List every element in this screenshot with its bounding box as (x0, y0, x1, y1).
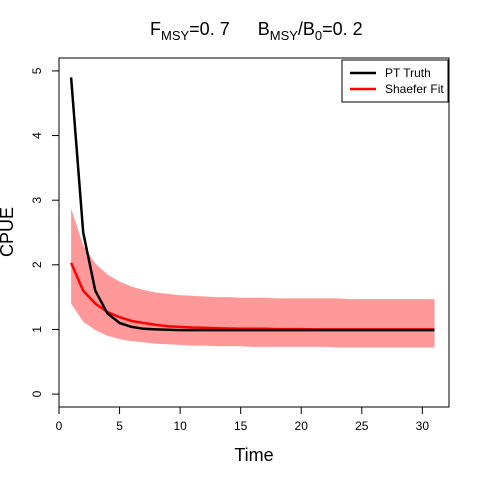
y-tick-label: 3 (30, 197, 44, 204)
confidence-band-layer (71, 208, 435, 348)
legend-label-pt-truth: PT Truth (385, 66, 431, 80)
y-tick-label: 4 (30, 132, 44, 139)
x-tick-label: 30 (416, 419, 430, 433)
confidence-band-shaefer-fit (71, 208, 435, 348)
chart-title-text: FMSY=0. 7 BMSY/B0=0. 2 (150, 19, 363, 43)
plot-frame (58, 57, 450, 408)
x-tick-label: 0 (56, 419, 63, 433)
y-tick-label: 5 (30, 67, 44, 74)
x-tick-label: 10 (173, 419, 187, 433)
y-axis-label: CPUE (0, 207, 17, 257)
y-tick-label: 2 (30, 261, 44, 268)
x-tick-label: 15 (234, 419, 248, 433)
y-tick-label: 1 (30, 326, 44, 333)
series-line-pt-truth (69, 77, 435, 332)
series-line-layer (69, 77, 435, 332)
legend-label-shaefer-fit: Shaefer Fit (385, 82, 444, 96)
chart-title: FMSY=0. 7 BMSY/B0=0. 2 (150, 19, 363, 43)
x-axis: 0 5 10 15 20 25 30 (56, 406, 430, 433)
legend-box (341, 59, 449, 103)
x-axis-label: Time (234, 445, 273, 465)
legend: PT Truth Shaefer Fit (341, 59, 449, 103)
y-axis: 0 1 2 3 4 5 (30, 67, 60, 397)
x-tick-label: 5 (116, 419, 123, 433)
y-tick-label: 0 (30, 390, 44, 397)
x-tick-label: 25 (355, 419, 369, 433)
x-tick-label: 20 (295, 419, 309, 433)
